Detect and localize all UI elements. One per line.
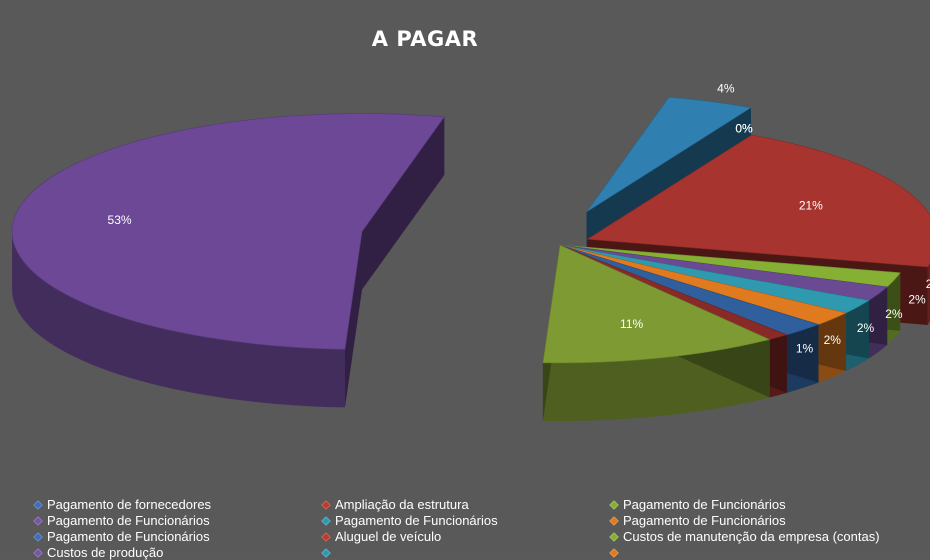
legend-label: Pagamento de Funcionários	[623, 497, 786, 512]
legend-swatch	[609, 531, 619, 542]
legend-swatch	[321, 531, 331, 542]
legend-swatch	[609, 547, 619, 558]
legend-item: Pagamento de fornecedores	[33, 497, 322, 512]
pie-slice	[11, 113, 445, 350]
slice-face	[362, 116, 445, 290]
legend-swatch	[33, 531, 43, 542]
slice-tops	[11, 96, 930, 364]
slice-side	[12, 233, 345, 408]
legend-swatch	[321, 499, 331, 510]
legend-item: Pagamento de Funcionários	[609, 497, 930, 512]
data-label: 21%	[799, 198, 823, 212]
pie-slice	[586, 134, 930, 268]
legend-label: Pagamento de Funcionários	[47, 513, 210, 528]
data-label: 2%	[857, 321, 875, 335]
legend-item: Custos de produção	[33, 545, 322, 560]
data-label: 4%	[717, 81, 735, 95]
legend-item: Pagamento de Funcionários	[609, 513, 930, 528]
legend-swatch	[33, 515, 43, 526]
legend-item: Pagamento de Funcionários	[33, 513, 322, 528]
data-label: 53%	[108, 213, 132, 227]
legend-label: Pagamento de Funcionários	[47, 529, 210, 544]
slice-side	[927, 263, 930, 325]
pie-slice	[542, 244, 771, 364]
legend: Pagamento de fornecedores Ampliação da es…	[33, 497, 930, 560]
legend-item: Aluguel de veículo	[321, 529, 610, 544]
legend-swatch	[33, 547, 43, 558]
legend-label: Custos de manutenção da empresa (contas)	[623, 529, 880, 544]
chart-title: A PAGAR	[371, 27, 479, 51]
data-label: 11%	[620, 317, 643, 331]
data-label: 1%	[796, 341, 814, 355]
legend-label: Aluguel de veículo	[335, 529, 442, 544]
data-label: 2%	[824, 333, 842, 347]
data-label: 2%	[926, 277, 930, 291]
legend-item: Custos de manutenção da empresa (contas)	[609, 529, 930, 544]
legend-item: Pagamento de Funcionários	[33, 529, 322, 544]
legend-item: Pagamento de Funcionários	[321, 513, 610, 528]
legend-label: Custos de produção	[47, 545, 164, 560]
legend-label: Ampliação da estrutura	[335, 497, 469, 512]
data-label: 0%	[735, 121, 753, 135]
data-label: 2%	[908, 293, 926, 307]
legend-label: Pagamento de fornecedores	[47, 497, 212, 512]
legend-item: Ampliação da estrutura	[321, 497, 610, 512]
legend-swatch	[321, 515, 331, 526]
legend-label: Pagamento de Funcionários	[623, 513, 786, 528]
legend-label: Pagamento de Funcionários	[335, 513, 498, 528]
data-label: 0%	[735, 121, 753, 135]
slice-face	[344, 231, 363, 408]
pie-slice	[586, 96, 752, 213]
data-label: 2%	[885, 307, 903, 321]
legend-swatch	[33, 499, 43, 510]
legend-swatch	[321, 547, 331, 558]
legend-swatch	[609, 499, 619, 510]
slice-labels: 0%21%2%2%2%2%2%1%11%53%4%0%	[108, 81, 930, 355]
legend-swatch	[609, 515, 619, 526]
pie-plot-area: 0%21%2%2%2%2%2%1%11%53%4%0%	[11, 81, 930, 421]
